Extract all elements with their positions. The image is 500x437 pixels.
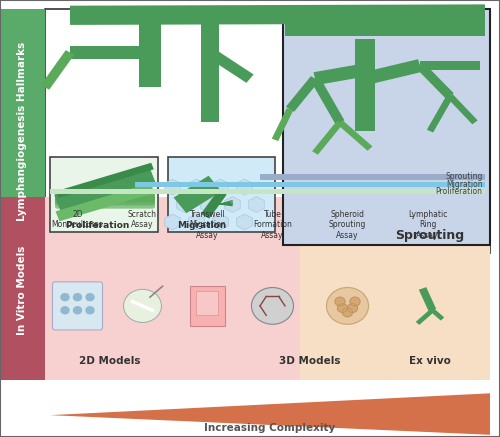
Circle shape	[338, 304, 347, 312]
PathPatch shape	[314, 63, 366, 85]
Text: 3D Models: 3D Models	[279, 356, 341, 365]
PathPatch shape	[312, 121, 343, 155]
FancyBboxPatch shape	[260, 174, 485, 180]
PathPatch shape	[416, 62, 454, 99]
PathPatch shape	[363, 59, 422, 85]
Circle shape	[335, 297, 345, 306]
Text: Lymphatic
Ring
Assay: Lymphatic Ring Assay	[408, 210, 447, 239]
FancyBboxPatch shape	[50, 189, 485, 194]
FancyBboxPatch shape	[168, 157, 275, 232]
PathPatch shape	[174, 176, 222, 213]
PathPatch shape	[427, 95, 453, 132]
Circle shape	[61, 294, 69, 301]
Text: Transwell
Migration
Assay: Transwell Migration Assay	[189, 210, 226, 239]
FancyBboxPatch shape	[135, 182, 485, 187]
PathPatch shape	[206, 48, 254, 83]
FancyBboxPatch shape	[52, 282, 102, 330]
PathPatch shape	[338, 120, 372, 151]
Circle shape	[74, 307, 82, 314]
FancyBboxPatch shape	[196, 291, 218, 315]
Circle shape	[342, 308, 352, 317]
PathPatch shape	[139, 15, 161, 87]
PathPatch shape	[420, 61, 480, 70]
Text: In Vitro Models: In Vitro Models	[18, 246, 28, 335]
Circle shape	[86, 294, 94, 301]
Text: Migration: Migration	[178, 221, 227, 229]
PathPatch shape	[430, 309, 444, 321]
PathPatch shape	[70, 4, 485, 25]
FancyBboxPatch shape	[190, 286, 225, 326]
Text: Proliferation: Proliferation	[65, 221, 130, 229]
Text: Sprouting: Sprouting	[445, 173, 482, 181]
PathPatch shape	[70, 46, 150, 59]
Text: Proliferation: Proliferation	[436, 187, 482, 196]
PathPatch shape	[56, 183, 154, 221]
Text: Migration: Migration	[446, 180, 482, 189]
Circle shape	[252, 288, 294, 324]
Circle shape	[86, 307, 94, 314]
Text: 2D Models: 2D Models	[79, 356, 141, 365]
Circle shape	[124, 289, 162, 323]
PathPatch shape	[41, 50, 74, 90]
Circle shape	[61, 307, 69, 314]
FancyBboxPatch shape	[55, 190, 155, 202]
Text: Ex vivo: Ex vivo	[409, 356, 451, 365]
Text: 2D
Monocultures: 2D Monocultures	[52, 210, 104, 229]
FancyBboxPatch shape	[55, 196, 155, 208]
PathPatch shape	[355, 39, 375, 131]
PathPatch shape	[286, 76, 319, 112]
Circle shape	[350, 297, 360, 306]
Text: Tube
Formation
Assay: Tube Formation Assay	[253, 210, 292, 239]
FancyBboxPatch shape	[45, 197, 490, 380]
Text: Scratch
Assay: Scratch Assay	[128, 210, 157, 229]
Polygon shape	[50, 393, 490, 435]
FancyBboxPatch shape	[45, 9, 490, 253]
FancyBboxPatch shape	[300, 197, 490, 380]
PathPatch shape	[201, 15, 219, 122]
FancyBboxPatch shape	[55, 193, 155, 205]
PathPatch shape	[56, 163, 154, 198]
Circle shape	[326, 288, 368, 324]
PathPatch shape	[419, 287, 436, 312]
FancyBboxPatch shape	[50, 157, 158, 232]
Text: Spheroid
Sprouting
Assay: Spheroid Sprouting Assay	[329, 210, 366, 239]
PathPatch shape	[201, 190, 226, 218]
Circle shape	[74, 294, 82, 301]
PathPatch shape	[54, 166, 156, 212]
PathPatch shape	[416, 309, 434, 325]
FancyBboxPatch shape	[0, 9, 45, 253]
Text: Lymphangiogenesis Hallmarks: Lymphangiogenesis Hallmarks	[18, 42, 28, 221]
PathPatch shape	[285, 17, 485, 36]
FancyBboxPatch shape	[282, 9, 490, 245]
FancyBboxPatch shape	[0, 197, 45, 380]
PathPatch shape	[448, 94, 478, 124]
Circle shape	[348, 304, 358, 312]
Text: Sprouting: Sprouting	[396, 229, 464, 242]
PathPatch shape	[310, 77, 344, 124]
Text: Increasing Complexity: Increasing Complexity	[204, 423, 336, 433]
PathPatch shape	[272, 108, 293, 141]
